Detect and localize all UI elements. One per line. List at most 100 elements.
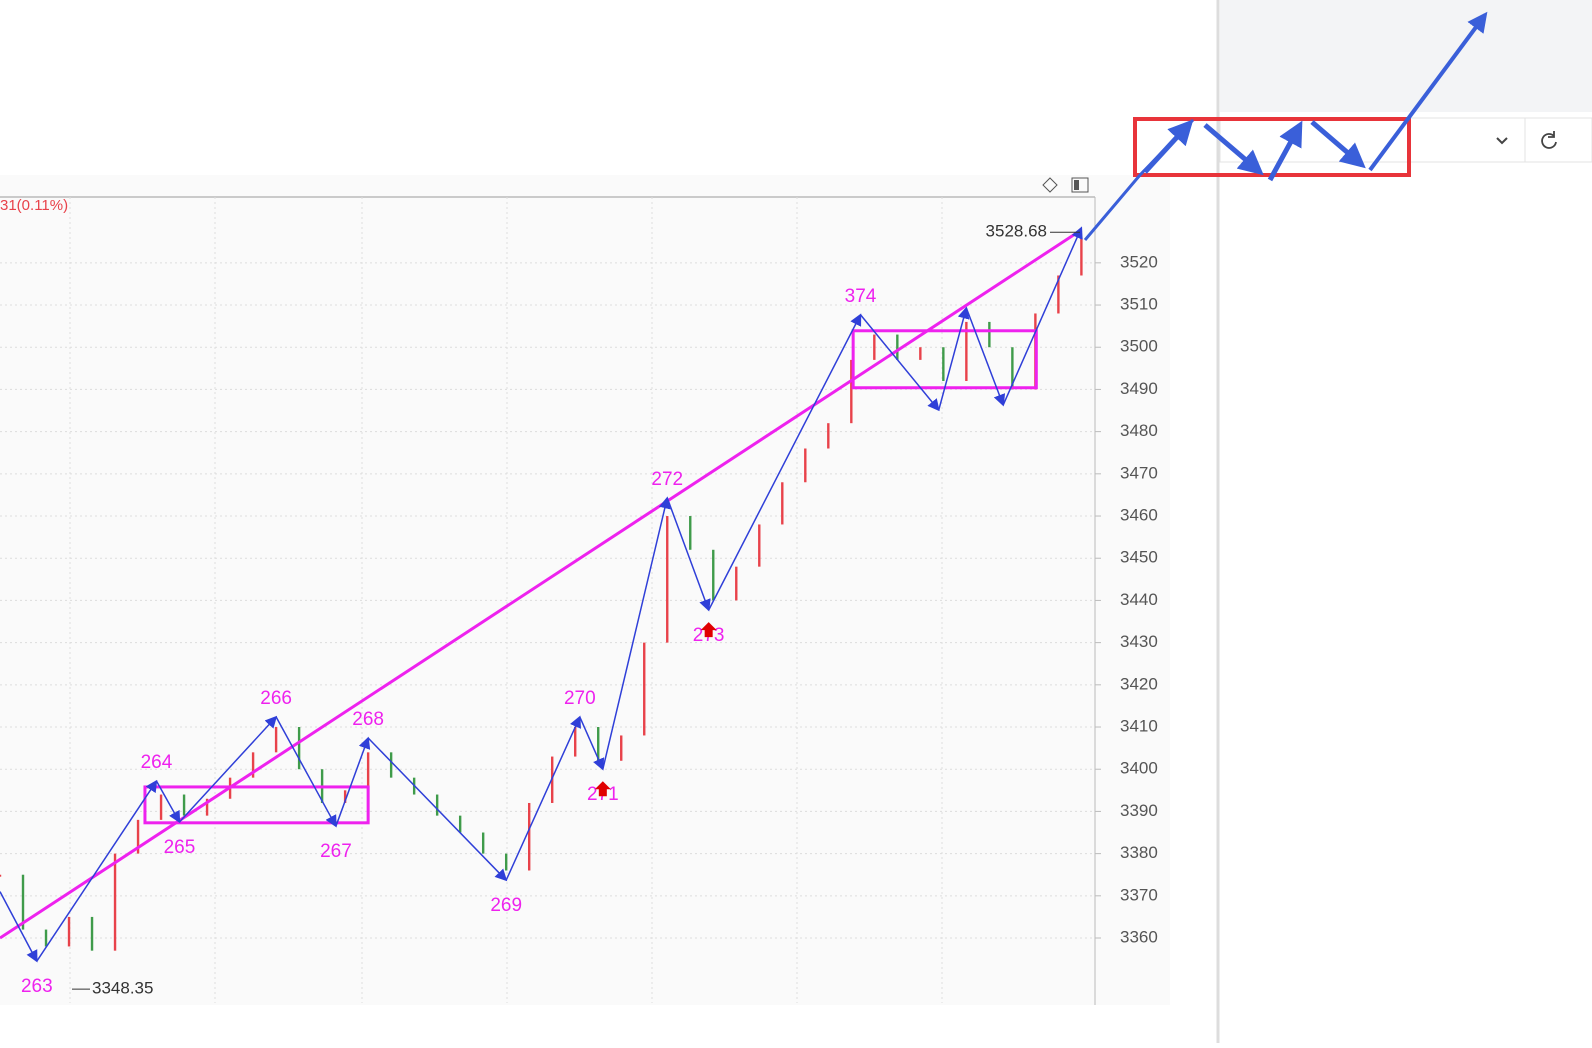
pivot-label: 374	[845, 286, 877, 307]
y-tick-label: 3510	[1120, 295, 1158, 314]
chevron-icon[interactable]	[1496, 137, 1508, 145]
price-bar	[965, 321, 968, 381]
chart-bg	[0, 175, 1170, 1005]
zigzag-leg	[36, 779, 158, 962]
price-bar	[90, 916, 94, 951]
price-bar	[504, 853, 508, 871]
price-bar	[274, 727, 278, 753]
price-bar	[1080, 237, 1083, 276]
price-bar	[251, 752, 255, 778]
panel-icon[interactable]	[1071, 177, 1089, 193]
price-bar	[850, 359, 853, 424]
zigzag-leg	[367, 737, 508, 882]
price-bar	[827, 423, 830, 449]
zigzag-leg	[178, 715, 278, 823]
y-tick-label: 3400	[1120, 759, 1158, 778]
price-bar	[67, 916, 71, 947]
price-bar	[21, 874, 25, 930]
y-tick-label: 3430	[1120, 632, 1158, 651]
change-label: 31(0.11%)	[0, 197, 68, 214]
price-bar	[804, 448, 807, 483]
y-tick-label: 3440	[1120, 590, 1158, 609]
annotation-arrow	[1203, 123, 1264, 176]
price-bar	[0, 874, 2, 877]
pivot-label: 264	[141, 752, 173, 773]
zigzag-leg	[859, 314, 940, 412]
price-bar	[159, 794, 163, 820]
pivot-label: 267	[320, 841, 352, 862]
pivot-label: 270	[564, 688, 596, 709]
zigzag-leg	[1002, 226, 1083, 406]
y-tick-label: 3420	[1120, 674, 1158, 693]
pivot-label: 263	[21, 976, 53, 997]
price-bar	[458, 815, 462, 833]
y-tick-label: 3360	[1120, 927, 1158, 946]
buy-signal	[700, 622, 717, 638]
annotation-arrow	[1368, 11, 1488, 172]
pivot-label: 272	[651, 469, 683, 490]
pivot-label: 266	[260, 688, 292, 709]
price-bar	[1011, 347, 1014, 390]
y-tick-label: 3480	[1120, 421, 1158, 440]
range-box	[143, 785, 370, 825]
annotation-arrow	[1267, 120, 1303, 182]
price-bar	[481, 832, 485, 854]
y-tick-label: 3460	[1120, 506, 1158, 525]
price-bar	[942, 347, 945, 381]
price-bar	[527, 802, 531, 871]
price-bar	[182, 794, 186, 816]
y-tick-label: 3490	[1120, 379, 1158, 398]
y-tick-label: 3470	[1120, 463, 1158, 482]
zigzag-leg	[155, 780, 181, 824]
price-bar	[343, 790, 347, 803]
price-bar	[643, 642, 646, 736]
price-bar	[712, 549, 715, 601]
trend-line	[0, 228, 1083, 940]
price-bar	[988, 321, 991, 348]
buy-signal	[594, 781, 611, 797]
zigzag-leg	[579, 716, 605, 771]
price-bar	[758, 524, 761, 567]
price-bar	[873, 334, 876, 360]
price-bar	[735, 566, 738, 601]
price-bar	[1057, 275, 1060, 314]
price-bar	[366, 752, 370, 791]
y-tick-label: 3500	[1120, 337, 1158, 356]
price-bar	[919, 347, 922, 360]
zigzag-leg	[938, 306, 970, 411]
price-bar	[136, 819, 140, 854]
y-tick-label: 3370	[1120, 885, 1158, 904]
price-bar	[435, 794, 439, 816]
price-bar	[44, 929, 48, 947]
price-bar	[597, 727, 600, 761]
annotation-arrow	[1310, 120, 1366, 169]
zigzag-leg	[0, 891, 38, 963]
low-label: 3348.35	[92, 979, 153, 998]
zigzag-leg	[666, 497, 711, 612]
price-bar	[113, 853, 117, 951]
annotation-arrow	[1143, 119, 1194, 174]
y-tick-label: 3380	[1120, 843, 1158, 862]
price-bar	[781, 482, 784, 525]
y-tick-label: 3520	[1120, 252, 1158, 271]
side-header	[1220, 0, 1592, 112]
panel-icon-fill	[1074, 180, 1079, 190]
zigzag-leg	[505, 715, 581, 881]
price-bar	[205, 798, 209, 816]
refresh-icon[interactable]	[1541, 131, 1557, 149]
zigzag-leg	[275, 716, 337, 828]
y-tick-label: 3410	[1120, 717, 1158, 736]
diamond-icon[interactable]	[1042, 177, 1058, 193]
zigzag-leg	[965, 307, 1006, 407]
y-tick-label: 3390	[1120, 801, 1158, 820]
price-bar	[389, 752, 393, 778]
y-tick-label: 3450	[1120, 548, 1158, 567]
price-bar	[896, 334, 899, 360]
pivot-label: 265	[164, 837, 196, 858]
price-bar	[620, 735, 623, 761]
price-bar	[689, 516, 692, 550]
high-label: 3528.68	[986, 222, 1047, 241]
plot: 3360 3370 3380 3390 3400 3410 3420 3430 3440 3450…	[0, 197, 1158, 1003]
